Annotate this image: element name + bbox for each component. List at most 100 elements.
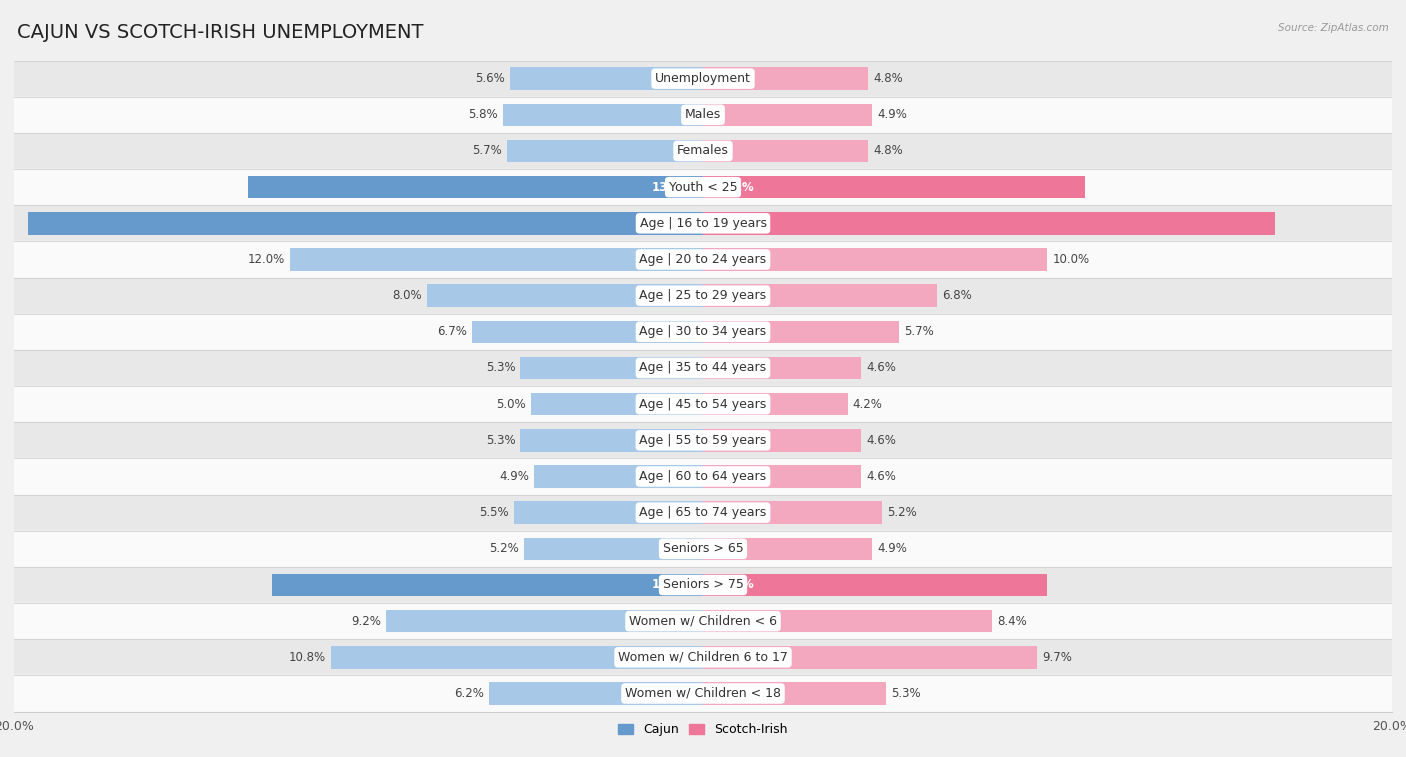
Text: 12.0%: 12.0% (247, 253, 284, 266)
Bar (330, 646, 703, 668)
Text: Age | 45 to 54 years: Age | 45 to 54 years (640, 397, 766, 410)
Bar (520, 429, 703, 451)
Text: Age | 35 to 44 years: Age | 35 to 44 years (640, 362, 766, 375)
Text: 4.8%: 4.8% (873, 72, 903, 85)
Text: 4.9%: 4.9% (877, 542, 907, 556)
Text: Age | 20 to 24 years: Age | 20 to 24 years (640, 253, 766, 266)
Text: 5.8%: 5.8% (468, 108, 498, 121)
Text: 16.6%: 16.6% (713, 217, 755, 230)
Bar (28, 212, 703, 235)
Text: 10.0%: 10.0% (1053, 253, 1090, 266)
Text: 4.9%: 4.9% (877, 108, 907, 121)
Bar (703, 393, 848, 416)
Bar (14, 241, 1392, 278)
Bar (14, 494, 1392, 531)
Bar (524, 537, 703, 560)
Bar (427, 285, 703, 307)
Text: 6.8%: 6.8% (942, 289, 972, 302)
Text: Age | 65 to 74 years: Age | 65 to 74 years (640, 506, 766, 519)
Bar (703, 212, 1275, 235)
Bar (520, 357, 703, 379)
Bar (510, 67, 703, 90)
Text: 5.3%: 5.3% (891, 687, 921, 700)
Bar (472, 321, 703, 343)
Text: 8.4%: 8.4% (997, 615, 1028, 628)
Bar (703, 140, 869, 162)
Text: Youth < 25: Youth < 25 (669, 181, 737, 194)
Text: 4.9%: 4.9% (499, 470, 529, 483)
Text: Age | 60 to 64 years: Age | 60 to 64 years (640, 470, 766, 483)
Text: Females: Females (678, 145, 728, 157)
Bar (703, 321, 900, 343)
Bar (14, 459, 1392, 494)
Text: 19.6%: 19.6% (651, 217, 693, 230)
Bar (703, 357, 862, 379)
Text: 10.8%: 10.8% (288, 651, 326, 664)
Text: 4.6%: 4.6% (866, 434, 897, 447)
Bar (14, 639, 1392, 675)
Text: Unemployment: Unemployment (655, 72, 751, 85)
Text: 5.5%: 5.5% (479, 506, 509, 519)
Bar (703, 429, 862, 451)
Text: 4.6%: 4.6% (866, 362, 897, 375)
Text: 4.6%: 4.6% (866, 470, 897, 483)
Text: 12.5%: 12.5% (652, 578, 693, 591)
Text: Source: ZipAtlas.com: Source: ZipAtlas.com (1278, 23, 1389, 33)
Bar (14, 61, 1392, 97)
Text: 5.0%: 5.0% (496, 397, 526, 410)
Bar (14, 386, 1392, 422)
Text: Women w/ Children < 18: Women w/ Children < 18 (626, 687, 780, 700)
Bar (534, 466, 703, 488)
Bar (14, 603, 1392, 639)
Text: 9.2%: 9.2% (352, 615, 381, 628)
Bar (531, 393, 703, 416)
Text: Seniors > 65: Seniors > 65 (662, 542, 744, 556)
Bar (703, 466, 862, 488)
Bar (703, 104, 872, 126)
Bar (249, 176, 703, 198)
Bar (14, 567, 1392, 603)
Text: 11.1%: 11.1% (713, 181, 754, 194)
Bar (290, 248, 703, 271)
Text: Women w/ Children < 6: Women w/ Children < 6 (628, 615, 778, 628)
Text: 13.2%: 13.2% (652, 181, 693, 194)
Bar (14, 675, 1392, 712)
Bar (14, 97, 1392, 133)
Text: Women w/ Children 6 to 17: Women w/ Children 6 to 17 (619, 651, 787, 664)
Bar (14, 278, 1392, 313)
Text: 9.7%: 9.7% (1042, 651, 1073, 664)
Bar (387, 610, 703, 632)
Text: 5.3%: 5.3% (485, 362, 515, 375)
Bar (14, 313, 1392, 350)
Text: 4.8%: 4.8% (873, 145, 903, 157)
Bar (703, 646, 1038, 668)
Bar (703, 537, 872, 560)
Bar (506, 140, 703, 162)
Bar (14, 133, 1392, 169)
Bar (703, 501, 882, 524)
Bar (503, 104, 703, 126)
Text: 5.7%: 5.7% (472, 145, 502, 157)
Text: Seniors > 75: Seniors > 75 (662, 578, 744, 591)
Text: Age | 25 to 29 years: Age | 25 to 29 years (640, 289, 766, 302)
Bar (703, 610, 993, 632)
Bar (703, 285, 938, 307)
Text: 6.7%: 6.7% (437, 326, 467, 338)
Bar (703, 248, 1047, 271)
Legend: Cajun, Scotch-Irish: Cajun, Scotch-Irish (613, 718, 793, 741)
Text: 6.2%: 6.2% (454, 687, 484, 700)
Bar (14, 205, 1392, 241)
Text: Males: Males (685, 108, 721, 121)
Bar (703, 682, 886, 705)
Bar (273, 574, 703, 597)
Text: 5.2%: 5.2% (887, 506, 917, 519)
Bar (14, 422, 1392, 459)
Bar (513, 501, 703, 524)
Text: 10.0%: 10.0% (713, 578, 754, 591)
Bar (703, 176, 1085, 198)
Bar (14, 169, 1392, 205)
Text: 8.0%: 8.0% (392, 289, 422, 302)
Bar (489, 682, 703, 705)
Text: Age | 30 to 34 years: Age | 30 to 34 years (640, 326, 766, 338)
Text: 5.7%: 5.7% (904, 326, 934, 338)
